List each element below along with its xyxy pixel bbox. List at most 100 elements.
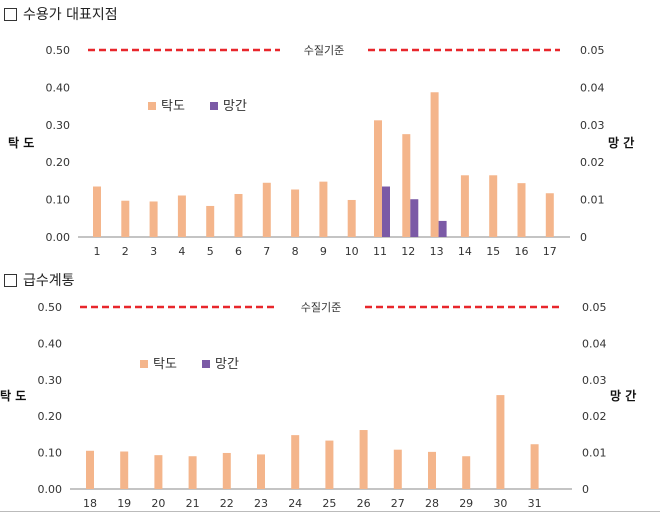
x-tick-label: 16 xyxy=(515,245,529,258)
legend-label-manganese: 망간 xyxy=(215,357,239,372)
x-tick-label: 28 xyxy=(425,497,439,510)
x-tick-label: 13 xyxy=(430,245,444,258)
x-tick-label: 29 xyxy=(459,497,473,510)
x-tick-label: 15 xyxy=(486,245,500,258)
bar-turbidity xyxy=(430,92,439,238)
x-tick-label: 18 xyxy=(83,497,97,510)
bar-turbidity xyxy=(496,395,505,489)
section-title-text: 수용가 대표지점 xyxy=(23,7,118,23)
chart-representative-points: 0.00 0.10 0.20 0.30 0.40 0.50 0 0.01 0.02 0.03 0.0… xyxy=(8,44,634,258)
reference-line-label: 수질기준 xyxy=(304,44,344,57)
bar-turbidity xyxy=(393,449,402,489)
bottom-divider xyxy=(0,511,660,512)
left-tick-label: 0.50 xyxy=(38,301,63,314)
y-axis-title-left: 탁 도 xyxy=(0,388,26,403)
x-tick-label: 26 xyxy=(357,497,371,510)
bar-turbidity xyxy=(234,193,243,237)
bar-turbidity xyxy=(319,181,328,237)
bar-turbidity xyxy=(222,452,231,489)
bar-turbidity xyxy=(93,186,101,237)
left-tick-label: 0.30 xyxy=(38,374,63,387)
section-title-text: 급수계통 xyxy=(23,273,75,289)
bar-turbidity xyxy=(359,430,368,489)
bar-turbidity xyxy=(86,450,94,489)
y-axis-title-left: 탁 도 xyxy=(8,135,34,150)
right-tick-label: 0.02 xyxy=(582,410,607,423)
bar-turbidity xyxy=(257,454,265,489)
bar-turbidity xyxy=(177,195,186,237)
right-tick-label: 0.05 xyxy=(582,301,607,314)
y-axis-title-right: 망 간 xyxy=(610,388,636,403)
right-tick-label: 0.04 xyxy=(582,337,607,350)
left-tick-label: 0.40 xyxy=(38,337,63,350)
legend-swatch-manganese xyxy=(202,360,210,368)
legend-label-turbidity: 탁도 xyxy=(161,99,185,114)
bar-manganese xyxy=(438,220,447,237)
x-tick-label: 24 xyxy=(288,497,302,510)
bar-turbidity xyxy=(428,451,436,489)
x-tick-label: 12 xyxy=(401,245,415,258)
bar-turbidity xyxy=(206,205,215,237)
x-tick-label: 10 xyxy=(345,245,359,258)
right-tick-label: 0 xyxy=(580,231,587,244)
left-tick-label: 0.00 xyxy=(46,231,71,244)
left-tick-label: 0.10 xyxy=(46,194,71,207)
legend-label-manganese: 망간 xyxy=(223,99,247,114)
bar-turbidity xyxy=(462,456,471,489)
x-tick-label: 1 xyxy=(94,245,101,258)
bar-turbidity xyxy=(120,451,129,489)
legend-swatch-turbidity xyxy=(140,360,148,368)
checkbox-icon xyxy=(4,7,17,21)
x-tick-label: 3 xyxy=(150,245,157,258)
left-tick-label: 0.10 xyxy=(38,447,63,460)
x-tick-label: 2 xyxy=(122,245,129,258)
x-tick-label: 20 xyxy=(151,497,165,510)
bar-turbidity xyxy=(517,183,526,237)
right-tick-label: 0.04 xyxy=(580,81,605,94)
x-tick-label: 14 xyxy=(458,245,472,258)
x-tick-label: 27 xyxy=(391,497,405,510)
bar-turbidity xyxy=(262,182,271,237)
bar-turbidity xyxy=(374,120,382,237)
x-tick-label: 22 xyxy=(220,497,234,510)
x-tick-label: 8 xyxy=(292,245,299,258)
bar-turbidity xyxy=(347,199,356,237)
bar-turbidity xyxy=(489,175,498,237)
x-tick-label: 9 xyxy=(320,245,327,258)
bar-turbidity xyxy=(530,444,539,489)
bar-manganese xyxy=(410,199,419,237)
left-tick-label: 0.20 xyxy=(38,410,63,423)
bar-turbidity xyxy=(154,455,163,489)
reference-line-label: 수질기준 xyxy=(301,301,341,314)
bar-turbidity xyxy=(188,456,197,489)
x-tick-label: 31 xyxy=(528,497,542,510)
x-tick-label: 4 xyxy=(178,245,185,258)
x-tick-label: 7 xyxy=(263,245,270,258)
y-axis-title-right: 망 간 xyxy=(608,135,634,150)
bar-turbidity xyxy=(325,440,334,489)
left-tick-label: 0.50 xyxy=(46,44,71,57)
right-tick-label: 0.05 xyxy=(580,44,605,57)
right-tick-label: 0.01 xyxy=(580,194,605,207)
bar-turbidity xyxy=(291,435,300,489)
left-tick-label: 0.20 xyxy=(46,156,71,169)
bar-turbidity xyxy=(460,175,469,237)
right-tick-label: 0.03 xyxy=(580,119,605,132)
bar-turbidity xyxy=(291,189,300,237)
legend-swatch-turbidity xyxy=(148,102,156,110)
right-tick-label: 0.03 xyxy=(582,374,607,387)
x-tick-label: 23 xyxy=(254,497,268,510)
section-title-representative-points: 수용가 대표지점 xyxy=(4,4,118,24)
left-tick-label: 0.40 xyxy=(46,81,71,94)
chart-supply-system: 0.00 0.10 0.20 0.30 0.40 0.50 0 0.01 0.02 0.03 0.0… xyxy=(0,301,636,510)
right-tick-label: 0.01 xyxy=(582,447,607,460)
x-tick-label: 11 xyxy=(373,245,387,258)
bar-turbidity xyxy=(545,193,554,237)
left-tick-label: 0.00 xyxy=(38,483,63,496)
x-tick-label: 21 xyxy=(186,497,200,510)
bar-turbidity xyxy=(121,200,130,237)
section-title-supply-system: 급수계통 xyxy=(4,270,75,290)
x-tick-label: 30 xyxy=(493,497,507,510)
bar-turbidity xyxy=(149,201,158,237)
x-tick-label: 6 xyxy=(235,245,242,258)
